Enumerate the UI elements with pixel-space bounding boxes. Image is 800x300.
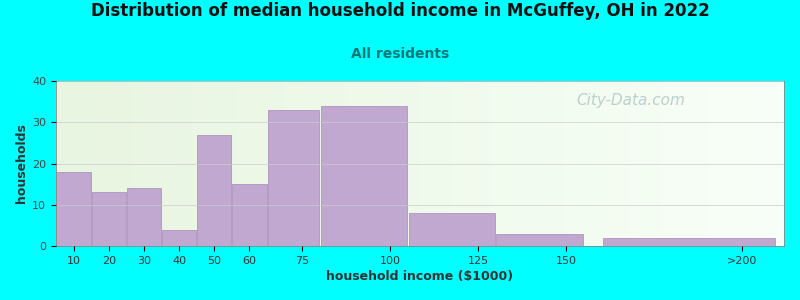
Bar <box>91 192 126 246</box>
Bar <box>267 110 319 246</box>
Text: Distribution of median household income in McGuffey, OH in 2022: Distribution of median household income … <box>90 2 710 20</box>
X-axis label: household income ($1000): household income ($1000) <box>326 270 514 283</box>
Bar <box>197 135 231 246</box>
Y-axis label: households: households <box>15 124 28 203</box>
Bar <box>56 172 91 246</box>
Bar <box>162 230 196 246</box>
Text: All residents: All residents <box>351 46 449 61</box>
Bar <box>126 188 161 246</box>
Bar <box>409 213 494 246</box>
Bar <box>497 234 582 246</box>
Text: City-Data.com: City-Data.com <box>577 92 686 107</box>
Bar <box>603 238 775 246</box>
Bar <box>232 184 266 246</box>
Bar <box>321 106 407 246</box>
